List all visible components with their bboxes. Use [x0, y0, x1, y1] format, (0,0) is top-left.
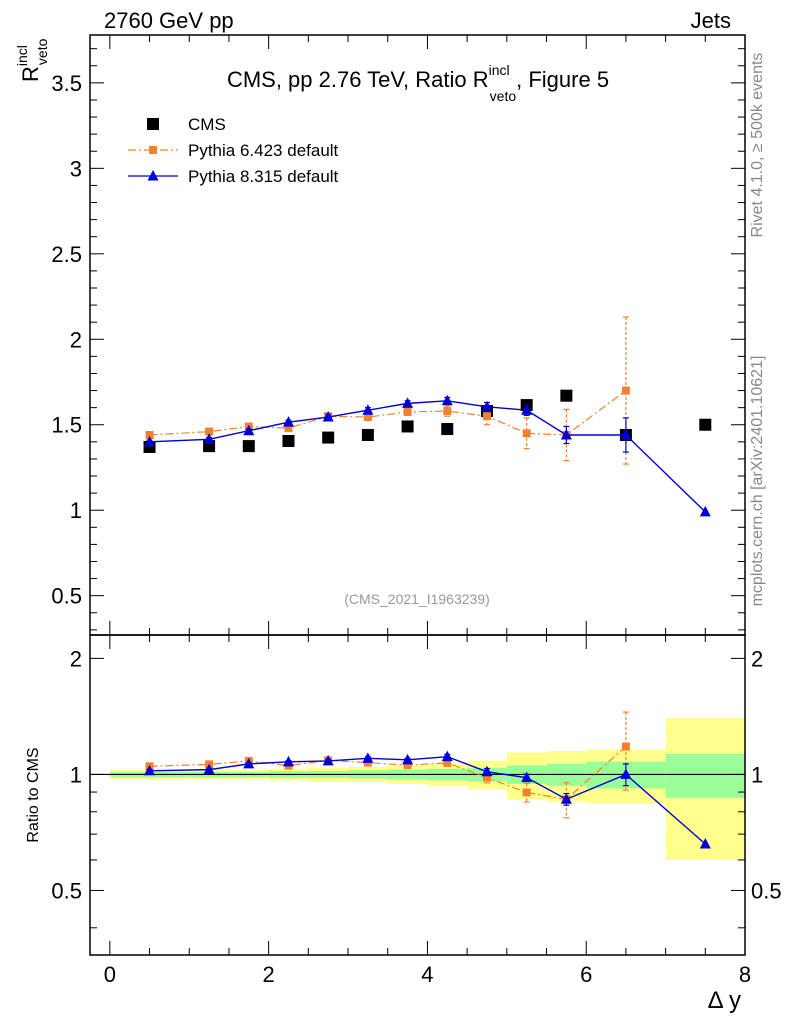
y-axis-label-ratio: Ratio to CMS	[25, 747, 42, 842]
pythia8-ratio-point	[362, 752, 374, 763]
y-tick-label-main: 3	[70, 156, 82, 181]
pythia8-ratio-point	[203, 763, 215, 775]
pythia6-ratio-point	[621, 742, 630, 751]
y-tick-label-ratio-left: 0.5	[51, 878, 82, 903]
band-stat	[665, 753, 745, 798]
x-tick-label: 2	[263, 962, 275, 987]
pythia6-ratio-point	[403, 761, 412, 770]
x-axis-label: Δ y	[708, 987, 741, 1014]
pythia8-point	[481, 400, 493, 412]
chart-title: CMS, pp 2.76 TeV, Ratio Rincl veto, Figur…	[227, 62, 609, 104]
pythia8-ratio-point	[481, 765, 493, 777]
pythia6-point	[363, 413, 372, 422]
pythia8-point	[699, 505, 711, 517]
pythia8-ratio-point	[699, 837, 711, 849]
series-layer	[143, 316, 712, 849]
y-tick-label-main: 3.5	[51, 71, 82, 96]
data-point	[441, 423, 454, 436]
data-point	[361, 429, 374, 441]
pythia6-point	[443, 407, 452, 416]
pythia8-point	[203, 433, 215, 444]
pythia6-ratio-point	[482, 773, 491, 782]
pythia8-point	[521, 404, 533, 415]
pythia8-ratio-point	[521, 771, 533, 783]
pythia8-ratio-point	[282, 755, 294, 767]
pythia6-point	[205, 427, 214, 436]
pythia8-point	[362, 404, 374, 415]
pythia6-line	[149, 390, 627, 436]
data-point	[699, 418, 712, 431]
pythia8-ratio-point	[441, 750, 453, 762]
rivet-label: Rivet 4.1.0, ≥ 500k events	[749, 53, 766, 238]
pythia8-point	[144, 435, 156, 447]
y-tick-label-main: 1.5	[51, 413, 82, 438]
x-tick-label: 0	[104, 962, 116, 987]
pythia6-ratio-point	[522, 788, 531, 797]
uncertainty-bands	[109, 718, 745, 860]
pythia6-point	[403, 407, 412, 416]
pythia6-point	[621, 386, 630, 395]
legend-marker	[149, 146, 157, 154]
pythia8-ratio-point	[620, 768, 632, 779]
pythia6-ratio-line	[149, 746, 627, 800]
y-tick-label-ratio-left: 2	[70, 646, 82, 671]
x-tick-label: 4	[421, 962, 433, 987]
legend-label: CMS	[188, 115, 226, 134]
ratio-frame	[89, 634, 746, 956]
pythia8-point	[322, 411, 334, 422]
legend-entry: Pythia 6.423 default	[128, 141, 339, 160]
pythia8-ratio-point	[402, 753, 414, 765]
data-point	[322, 431, 335, 444]
pythia6-point	[284, 424, 293, 433]
pythia8-ratio-point	[144, 764, 156, 776]
y-axis-label-main: Rincl veto	[14, 38, 50, 82]
analysis-id: (CMS_2021_I1963239)	[344, 591, 490, 607]
pythia8-point	[620, 429, 632, 440]
data-point	[401, 420, 414, 433]
data-point	[242, 440, 255, 453]
pythia6-point	[522, 429, 531, 438]
pythia8-point	[243, 424, 255, 436]
data-point	[560, 389, 573, 402]
pythia6-series	[145, 316, 630, 819]
legend-label: Pythia 6.423 default	[188, 141, 339, 160]
pythia8-point	[441, 394, 453, 406]
legend-marker	[147, 170, 159, 181]
energy-label: 2760 GeV pp	[104, 8, 234, 33]
pythia8-line	[149, 400, 706, 513]
pythia8-series	[144, 394, 711, 849]
pythia6-point	[482, 412, 491, 421]
y-tick-label-main: 0.5	[51, 584, 82, 609]
y-tick-label-main: 1	[70, 498, 82, 523]
process-label: Jets	[691, 8, 731, 33]
y-tick-label-main: 2.5	[51, 242, 82, 267]
y-tick-label-ratio-right: 2	[751, 646, 763, 671]
legend-marker-cms	[147, 118, 159, 130]
x-tick-label: 6	[580, 962, 592, 987]
mcplots-label: mcplots.cern.ch [arXiv:2401.10621]	[749, 356, 766, 607]
legend-label: Pythia 8.315 default	[188, 167, 339, 186]
y-tick-label-ratio-right: 0.5	[751, 878, 782, 903]
pythia6-point	[145, 431, 154, 439]
data-point	[282, 434, 295, 447]
y-tick-label-ratio-left: 1	[70, 762, 82, 787]
pythia8-point	[402, 397, 414, 408]
pythia6-ratio-point	[443, 758, 452, 767]
x-tick-label: 8	[739, 962, 751, 987]
legend-entry: Pythia 8.315 default	[128, 167, 339, 186]
legend-entry: CMS	[147, 115, 226, 134]
pythia8-ratio-point	[560, 793, 572, 804]
y-tick-label-ratio-right: 1	[751, 762, 763, 787]
pythia8-ratio-point	[243, 757, 255, 769]
y-tick-label-main: 2	[70, 327, 82, 352]
pythia8-point	[282, 416, 294, 427]
axes-layer: 0 2 4 6 8 0.5 1 1.5 2 2.5 3 3.5 0.5 0.5 1 1 2 2	[51, 34, 782, 987]
pythia8-point	[560, 429, 572, 440]
pythia8-ratio-point	[322, 754, 334, 766]
legend: CMS Pythia 6.423 default Pythia 8.315 defa…	[128, 115, 339, 186]
